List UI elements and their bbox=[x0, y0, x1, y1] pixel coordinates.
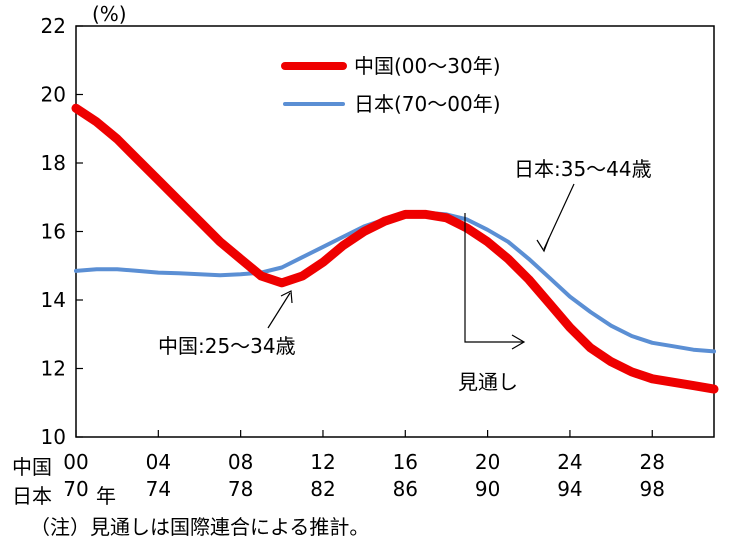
arrowhead-japan-peak bbox=[536, 237, 550, 253]
y-unit-label: (%) bbox=[92, 2, 127, 26]
x-tick-label-japan: 78 bbox=[228, 477, 253, 501]
annotation-projection: 見通し bbox=[458, 370, 518, 394]
legend-label-japan: 日本(70～00年) bbox=[354, 92, 501, 116]
x-axis: 00 70 04 74 08 78 12 82 16 86 20 90 24 94 28 98 bbox=[63, 430, 665, 501]
x-tick-label-japan: 70 bbox=[63, 477, 88, 501]
y-tick-label: 14 bbox=[41, 288, 66, 312]
x-tick-label-china: 20 bbox=[475, 450, 500, 474]
y-tick-label: 20 bbox=[41, 83, 66, 107]
y-axis: 10 12 14 16 18 20 22 bbox=[41, 14, 83, 449]
y-tick-label: 18 bbox=[41, 151, 66, 175]
x-tick-label-china: 24 bbox=[557, 450, 582, 474]
x-tick-label-japan: 98 bbox=[640, 477, 665, 501]
x-year-suffix: 年 bbox=[96, 484, 116, 508]
x-tick-label-china: 28 bbox=[640, 450, 665, 474]
annotation-china-peak: 中国:25～34歳 bbox=[158, 334, 296, 358]
plot-area bbox=[75, 25, 715, 438]
x-tick-label-china: 00 bbox=[63, 450, 88, 474]
y-tick-label: 10 bbox=[41, 425, 66, 449]
x-row-label-japan: 日本 bbox=[12, 484, 52, 508]
projection-bracket bbox=[464, 213, 523, 343]
annotation-japan-peak: 日本:35～44歳 bbox=[514, 157, 652, 181]
y-tick-label: 22 bbox=[41, 14, 66, 38]
y-tick-label: 16 bbox=[41, 220, 66, 244]
x-tick-label-japan: 94 bbox=[557, 477, 582, 501]
arrowhead-china-peak bbox=[280, 290, 293, 304]
series-line-china bbox=[71, 103, 719, 394]
x-tick-label-china: 08 bbox=[228, 450, 253, 474]
footnote: （注）見通しは国際連合による推計。 bbox=[30, 515, 369, 539]
legend: 中国(00～30年) 日本(70～00年) bbox=[281, 54, 501, 116]
x-tick-label-japan: 90 bbox=[475, 477, 500, 501]
projection-arrowhead bbox=[511, 334, 526, 350]
arrow-china-peak bbox=[267, 292, 291, 329]
y-tick-label: 12 bbox=[41, 357, 66, 381]
x-tick-label-japan: 82 bbox=[310, 477, 335, 501]
legend-label-china: 中国(00～30年) bbox=[354, 54, 501, 78]
x-tick-label-china: 16 bbox=[393, 450, 418, 474]
x-tick-label-japan: 86 bbox=[393, 477, 418, 501]
series-layer bbox=[71, 103, 719, 394]
x-tick-label-china: 04 bbox=[146, 450, 171, 474]
x-tick-label-china: 12 bbox=[310, 450, 335, 474]
x-row-label-china: 中国 bbox=[12, 455, 52, 479]
x-tick-label-japan: 74 bbox=[146, 477, 171, 501]
